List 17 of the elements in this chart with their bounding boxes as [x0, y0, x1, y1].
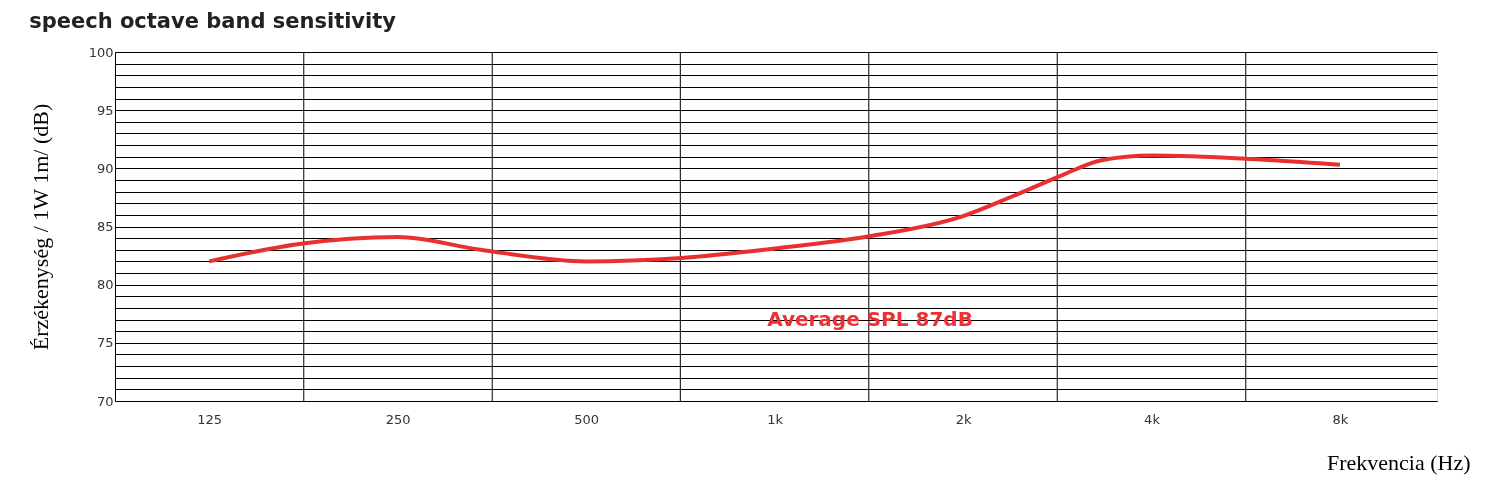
- x-tick-label: 8k: [1332, 411, 1349, 427]
- y-tick-label: 85: [96, 219, 114, 234]
- y-tick-label: 95: [96, 102, 114, 118]
- x-tick-label: 2k: [955, 411, 972, 427]
- x-tick-label: 4k: [1144, 411, 1161, 427]
- y-tick-label: 80: [96, 277, 114, 293]
- y-tick-label: 90: [96, 160, 114, 176]
- y-axis-title: Érzékenység / 1W 1m/ (dB): [27, 103, 53, 351]
- y-tick-label: 100: [88, 44, 114, 60]
- y-tick-label: 70: [96, 393, 114, 409]
- x-tick-label: 1k: [767, 411, 784, 427]
- x-tick-label: 500: [574, 411, 600, 427]
- chart-title: speech octave band sensitivity: [29, 9, 397, 33]
- x-tick-label: 125: [197, 411, 223, 427]
- x-axis-title: Frekvencia (Hz): [1326, 449, 1471, 475]
- x-tick-label: 250: [385, 411, 411, 427]
- y-tick-label: 75: [96, 335, 114, 351]
